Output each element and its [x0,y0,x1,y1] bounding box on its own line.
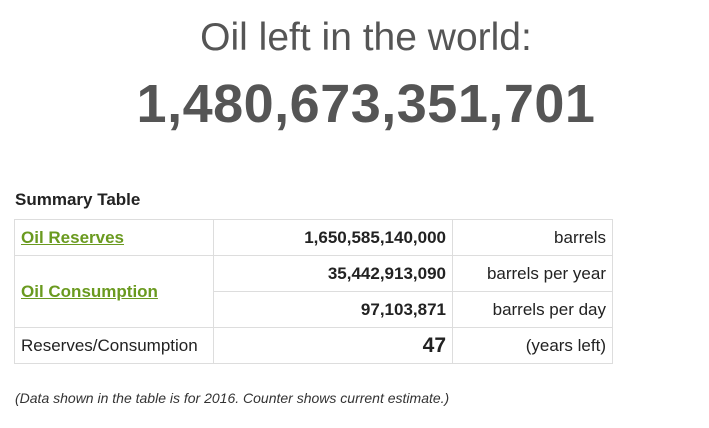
oil-consumption-day-unit: barrels per day [452,291,613,328]
reserves-consumption-label: Reserves/Consumption [14,327,214,364]
table-cell-label: Oil Reserves [14,219,214,256]
table-row-reserves-consumption: Reserves/Consumption 47 (years left) [14,327,613,364]
oil-consumption-day-value: 97,103,871 [213,291,453,328]
summary-table: Oil Reserves 1,650,585,140,000 barrels O… [14,219,613,364]
oil-reserves-value: 1,650,585,140,000 [213,219,453,256]
oil-left-counter: 1,480,673,351,701 [136,74,596,134]
summary-table-title: Summary Table [15,190,141,209]
page-title: Oil left in the world: [200,16,532,59]
years-left-value: 47 [213,327,453,364]
table-row-oil-consumption-year: Oil Consumption 35,442,913,090 barrels p… [14,255,613,328]
data-footnote: (Data shown in the table is for 2016. Co… [15,390,450,406]
oil-reserves-link[interactable]: Oil Reserves [21,227,125,247]
oil-reserves-unit: barrels [452,219,613,256]
oil-consumption-year-value: 35,442,913,090 [213,255,453,292]
oil-consumption-link[interactable]: Oil Consumption [21,281,158,301]
table-row-oil-consumption-day: 97,103,871 barrels per day [15,291,613,328]
table-cell-label: Oil Consumption [14,255,214,328]
oil-consumption-year-unit: barrels per year [452,255,613,292]
years-left-unit: (years left) [452,327,613,364]
table-row-oil-reserves: Oil Reserves 1,650,585,140,000 barrels [14,219,613,256]
